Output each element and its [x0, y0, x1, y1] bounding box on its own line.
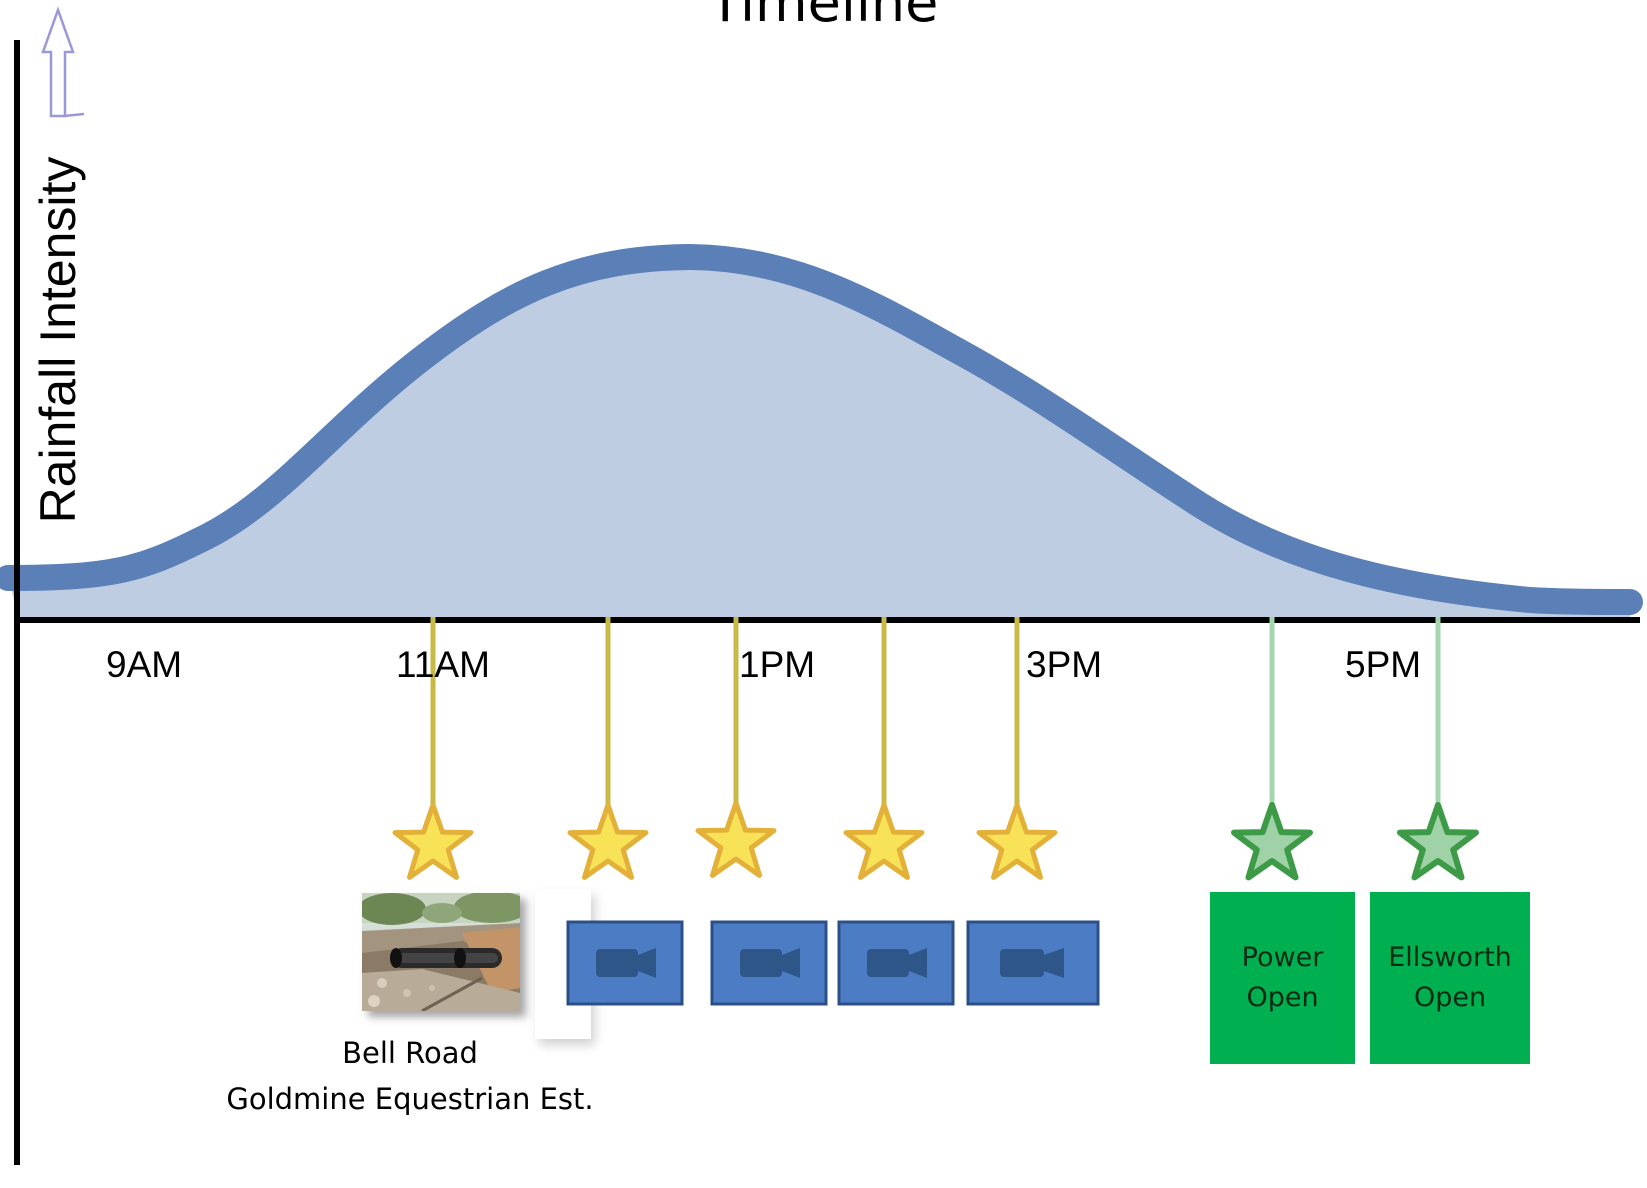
status-box-label: Power [1241, 942, 1324, 973]
tick-label: 1PM [739, 644, 816, 685]
star-icon [567, 802, 649, 880]
arrow-connector [63, 112, 85, 118]
up-arrow-icon [41, 6, 75, 118]
tick-label: 5PM [1345, 644, 1422, 685]
caption-line: Bell Road [342, 1036, 478, 1070]
diagram-title: Timeline [708, 0, 939, 34]
culvert-photo [362, 893, 520, 1011]
white-panel [535, 889, 591, 1039]
photo-caption: Bell Road Goldmine Equestrian Est. [190, 1030, 630, 1122]
star-icon [976, 802, 1058, 880]
star-icon [695, 800, 777, 878]
tick-label: 9AM [106, 644, 183, 685]
rainfall-curve [0, 243, 1643, 615]
status-box-label: Ellsworth [1388, 942, 1512, 973]
status-box-label: Open [1246, 982, 1319, 1013]
star-icon [843, 802, 925, 880]
y-axis-label: Rainfall Intensity [30, 156, 86, 524]
status-box-ellsworth: Ellsworth Open [1370, 892, 1530, 1064]
tick-label: 11AM [396, 644, 490, 685]
star-icon [392, 802, 474, 880]
tick-label: 3PM [1026, 644, 1103, 685]
star-icon [1397, 802, 1479, 881]
caption-line: Goldmine Equestrian Est. [226, 1082, 594, 1116]
status-box-power: Power Open [1210, 892, 1355, 1064]
star-icon [1231, 802, 1313, 881]
status-box-label: Open [1413, 982, 1487, 1013]
